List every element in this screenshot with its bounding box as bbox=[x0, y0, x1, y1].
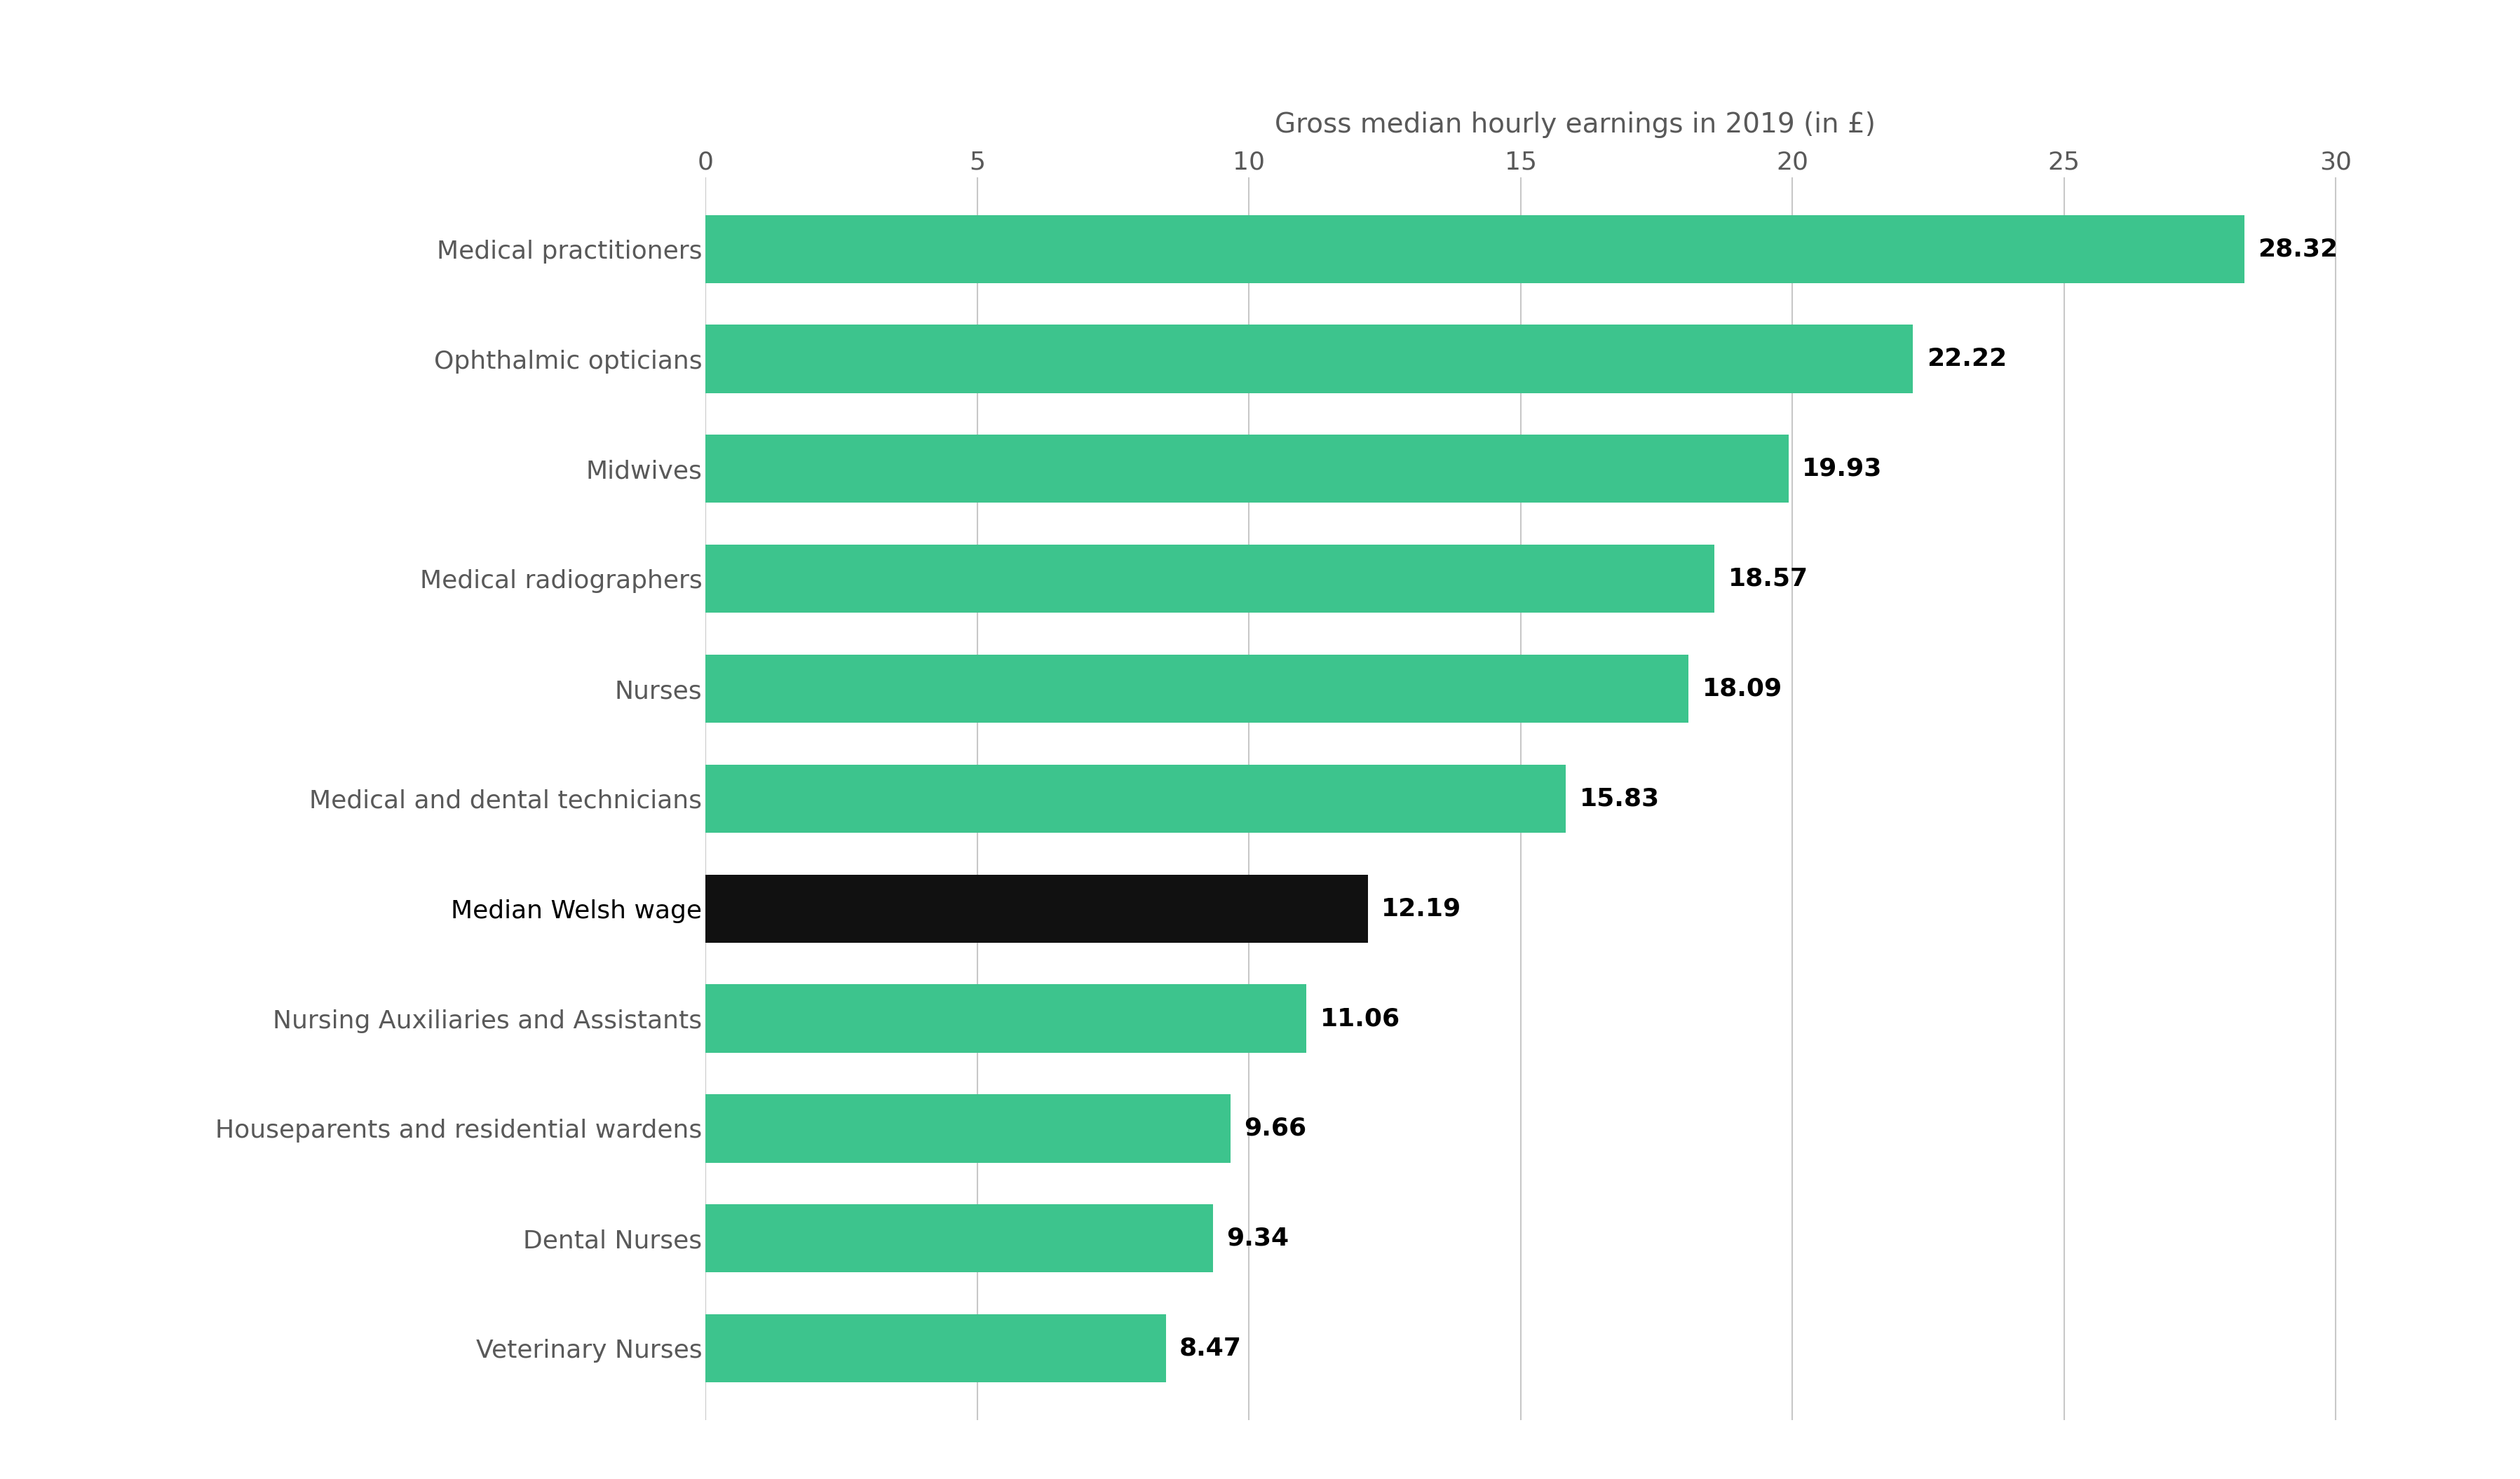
X-axis label: Gross median hourly earnings in 2019 (in £): Gross median hourly earnings in 2019 (in… bbox=[1275, 112, 1875, 139]
Bar bbox=[706, 1204, 1212, 1272]
Text: 18.09: 18.09 bbox=[1701, 677, 1782, 701]
Text: 18.57: 18.57 bbox=[1729, 566, 1809, 590]
Text: 12.19: 12.19 bbox=[1381, 896, 1462, 920]
Bar bbox=[706, 1315, 1167, 1383]
Bar bbox=[706, 874, 1368, 942]
Bar bbox=[706, 544, 1714, 612]
Bar bbox=[706, 214, 2245, 282]
Bar bbox=[706, 765, 1565, 833]
Text: 15.83: 15.83 bbox=[1580, 787, 1658, 810]
Text: 9.34: 9.34 bbox=[1227, 1226, 1290, 1250]
Text: 19.93: 19.93 bbox=[1802, 457, 1882, 481]
Text: 8.47: 8.47 bbox=[1179, 1337, 1242, 1361]
Text: 9.66: 9.66 bbox=[1245, 1117, 1305, 1140]
Bar bbox=[706, 435, 1789, 503]
Bar bbox=[706, 1094, 1230, 1162]
Bar bbox=[706, 985, 1305, 1053]
Bar bbox=[706, 325, 1913, 393]
Text: 11.06: 11.06 bbox=[1320, 1007, 1401, 1031]
Bar bbox=[706, 655, 1688, 723]
Text: 28.32: 28.32 bbox=[2258, 237, 2339, 260]
Text: 22.22: 22.22 bbox=[1928, 348, 2006, 371]
